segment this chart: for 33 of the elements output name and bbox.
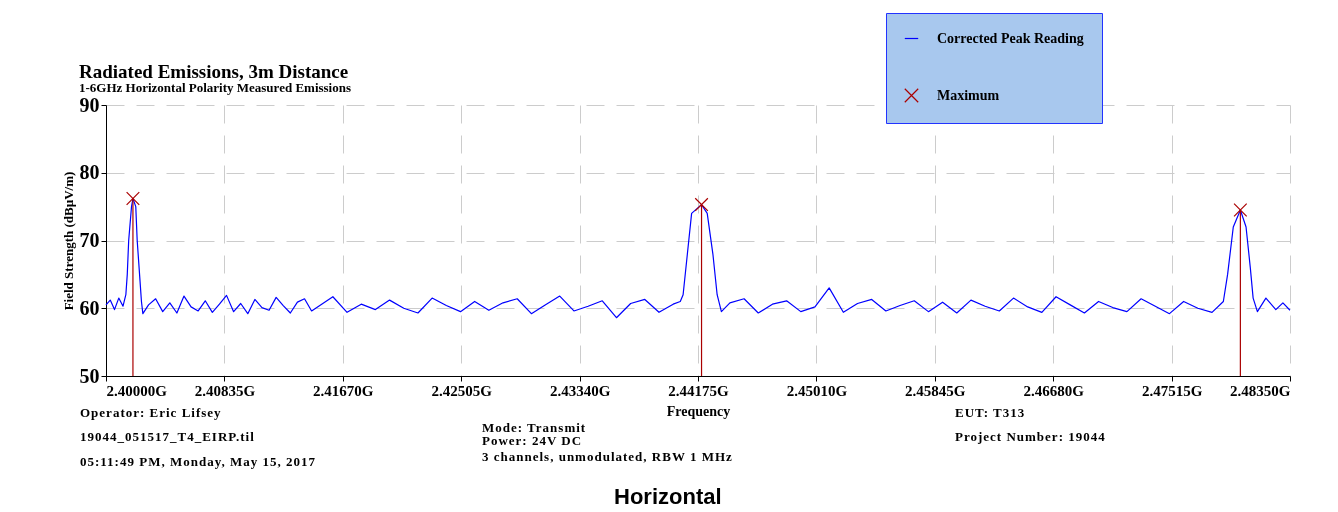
text: Horizontal xyxy=(614,484,722,510)
y-tick-label: 60 xyxy=(79,296,100,319)
x-tick-label: 2.40835G xyxy=(194,382,256,399)
legend-label: Corrected Peak Reading xyxy=(937,30,1084,46)
y-axis-title: Field Strength (dBµV/m) xyxy=(60,171,76,311)
x-tick-label: 2.43340G xyxy=(549,382,611,399)
text: EUT: T313 xyxy=(955,405,1026,420)
y-tick-label: 70 xyxy=(79,229,100,251)
text: Operator: Eric Lifsey xyxy=(80,405,222,420)
text: Project Number: 19044 xyxy=(955,429,1106,444)
text: 3 channels, unmodulated, RBW 1 MHz xyxy=(482,449,733,464)
text: Power: 24V DC xyxy=(482,433,583,448)
y-tick-label: 50 xyxy=(79,364,100,387)
x-tick-label: 2.41670G xyxy=(313,382,374,399)
x-tick-label: 2.46680G xyxy=(1023,382,1085,399)
point xyxy=(694,197,709,212)
x-tick-label: 2.40000G xyxy=(106,382,168,399)
x-axis-title: Frequency xyxy=(666,403,731,419)
text: 05:11:49 PM, Monday, May 15, 2017 xyxy=(80,454,316,469)
legend-label: Maximum xyxy=(937,87,1000,103)
text: 19044_051517_T4_EIRP.til xyxy=(80,429,255,444)
x-tick-label: 2.48350G xyxy=(1230,382,1291,399)
chart-title: Radiated Emissions, 3m Distance xyxy=(79,60,349,82)
x-tick-label: 2.42505G xyxy=(431,382,493,399)
x-tick-label: 2.45010G xyxy=(786,382,848,399)
point xyxy=(1233,203,1248,217)
point xyxy=(126,191,140,206)
text: Mode: Transmit xyxy=(482,420,587,435)
x-tick-label: 2.45845G xyxy=(905,382,966,399)
y-tick-label: 90 xyxy=(79,93,100,116)
x-tick-label: 2.44175G xyxy=(668,382,730,399)
x-tick-label: 2.47515G xyxy=(1141,382,1203,399)
y-tick-label: 80 xyxy=(79,161,100,184)
